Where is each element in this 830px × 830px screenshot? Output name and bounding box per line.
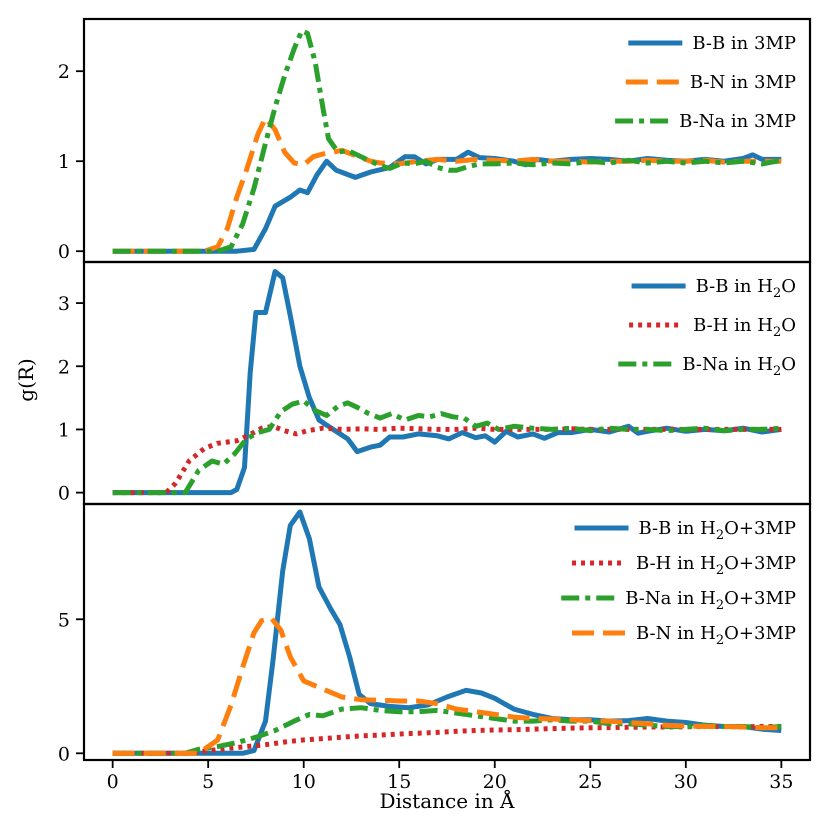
legend-label: B-Na in 3MP (679, 111, 796, 132)
legend: B-B in H2O B-H in H2O B-Na in H2O (618, 276, 796, 379)
legend: B-B in H2O+3MP B-H in H2O+3MP B-Na in H2O+… (561, 518, 796, 648)
y-tick-label: 0 (58, 241, 70, 263)
y-tick-label: 1 (58, 419, 70, 441)
series-line-b-h-in-h2o-3mp (112, 724, 782, 756)
x-tick-label: 20 (483, 771, 507, 793)
y-axis-label: g(R) (14, 358, 38, 401)
panel-2: 0 1 2 3 B-B in H2O B-H in H2O B-Na in H2O (58, 260, 812, 506)
panel-3: 0 5 B-B in H2O+3MP B-H in H2O+3MP B-Na in H2… (58, 502, 812, 765)
legend-label: B-B in 3MP (692, 33, 796, 54)
legend-label: B-Na in H2O (682, 354, 796, 379)
series-line-b-na-in-3mp (112, 28, 782, 254)
x-tick-label: 5 (202, 771, 214, 793)
legend-label: B-N in H2O+3MP (636, 623, 796, 648)
y-tick-label: 5 (58, 609, 70, 631)
x-tick-label: 35 (769, 771, 793, 793)
series-line-b-h-in-h2o (112, 423, 782, 496)
x-tick-label: 15 (387, 771, 411, 793)
y-tick-label: 2 (58, 356, 70, 378)
x-tick-label: 10 (292, 771, 316, 793)
y-tick-label: 2 (58, 61, 70, 83)
y-tick-label: 3 (58, 293, 70, 315)
series-line-b-b-in-h2o (112, 269, 782, 496)
legend-label: B-Na in H2O+3MP (625, 588, 796, 613)
legend-label: B-H in H2O+3MP (636, 553, 796, 578)
series-line-b-n-in-h2o-3mp (112, 615, 782, 756)
panel-1: 0 1 2 B-B in 3MP B-N in 3MP B-Na in 3MP (58, 17, 812, 264)
panel-frame (82, 17, 812, 264)
x-axis: 0 5 10 15 20 25 30 35 (107, 760, 793, 793)
legend-label: B-N in 3MP (690, 72, 796, 93)
y-tick-label: 0 (58, 483, 70, 505)
series-line-b-b-in-h2o-3mp (112, 509, 782, 756)
legend-label: B-B in H2O (696, 276, 796, 301)
x-tick-label: 30 (674, 771, 698, 793)
legend-label: B-H in H2O (693, 315, 796, 340)
legend: B-B in 3MP B-N in 3MP B-Na in 3MP (615, 33, 796, 132)
panel-frame (82, 260, 812, 506)
series-line-b-b-in-3mp (112, 149, 782, 254)
x-axis-label: Distance in Å (379, 788, 515, 813)
y-tick-label: 0 (58, 743, 70, 765)
x-tick-label: 25 (578, 771, 602, 793)
series-line-b-na-in-h2o (112, 398, 782, 496)
y-tick-label: 1 (58, 151, 70, 173)
series-line-b-n-in-3mp (112, 115, 782, 254)
legend-label: B-B in H2O+3MP (639, 518, 797, 543)
x-tick-label: 0 (107, 771, 119, 793)
panel-frame (82, 502, 812, 762)
